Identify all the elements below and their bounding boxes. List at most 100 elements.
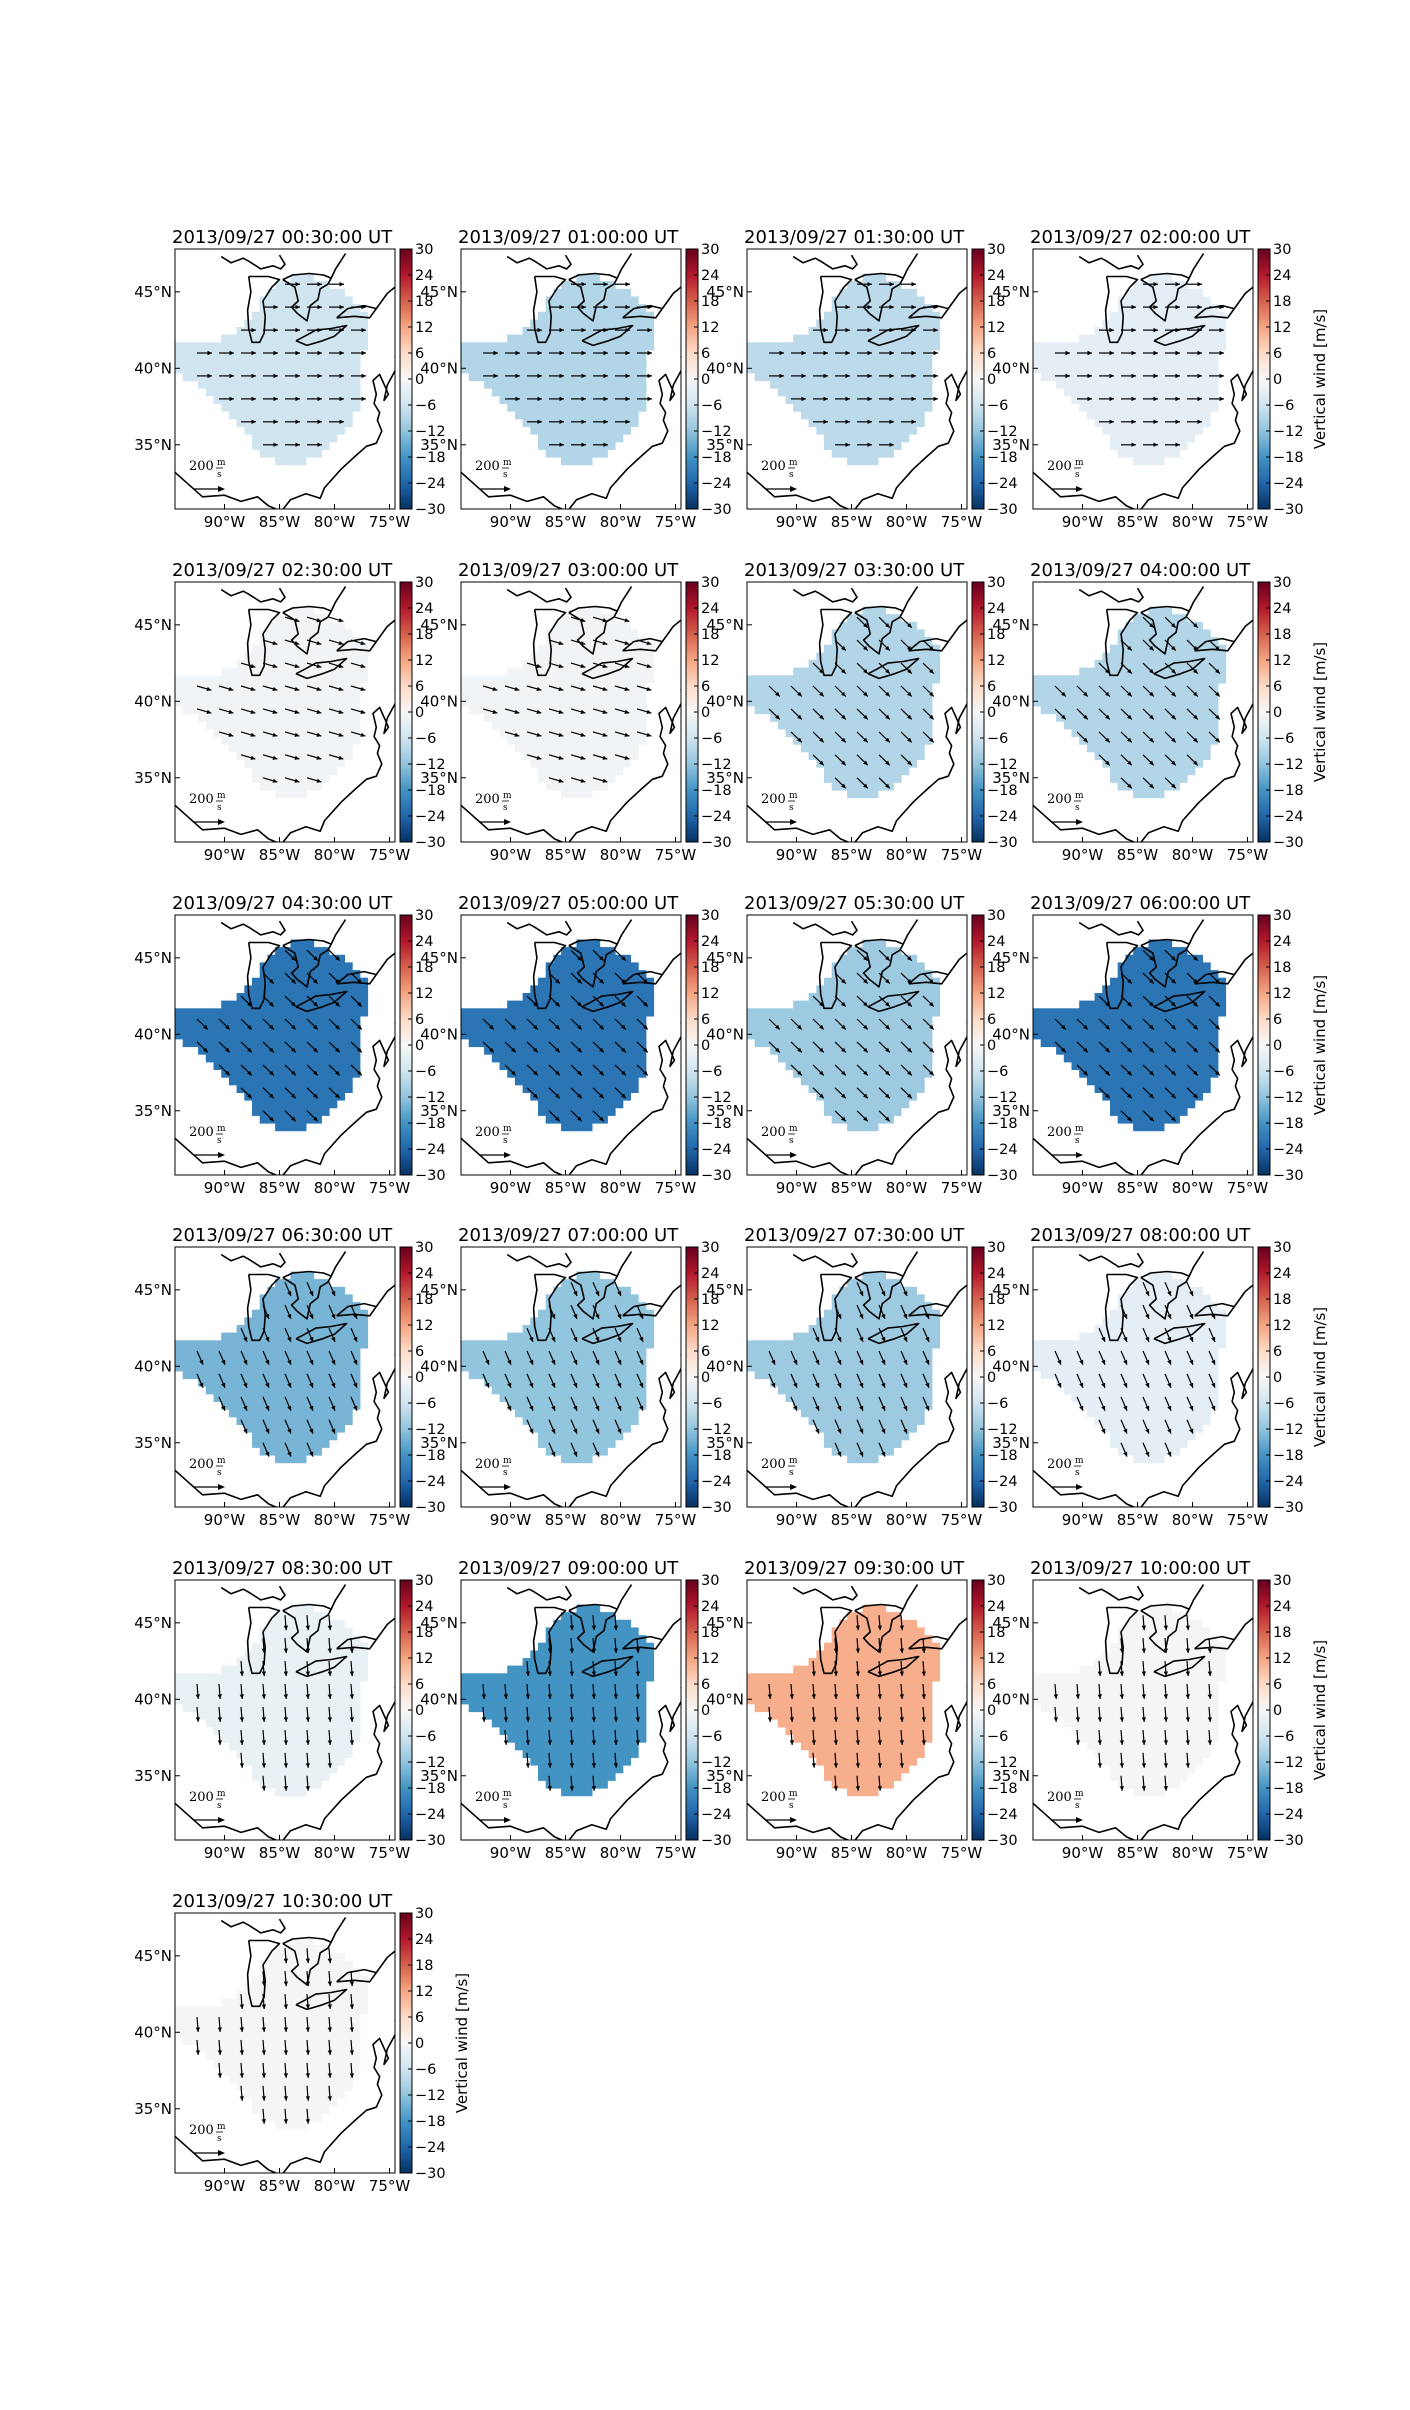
wind-cell: [847, 721, 856, 730]
wind-cell: [885, 411, 894, 420]
wind-arrow-head: [929, 737, 934, 743]
wind-cell: [275, 1054, 284, 1063]
wind-arrow-head: [515, 350, 520, 356]
wind-cell: [313, 334, 322, 343]
wind-cell: [321, 1015, 330, 1025]
wind-arrow-head: [273, 304, 278, 310]
wind-arrow-head: [1105, 691, 1110, 697]
wind-arrow-head: [907, 691, 912, 697]
wind-cell: [1187, 682, 1196, 692]
colorbar-tick-label: −6: [415, 731, 436, 747]
wind-cell: [1133, 334, 1142, 343]
wind-cell: [175, 342, 184, 351]
wind-cell: [1156, 288, 1165, 297]
wind-cell: [622, 1023, 631, 1032]
quiver-key-unit-den: s: [789, 803, 794, 813]
wind-cell: [638, 395, 647, 404]
wind-arrow-head: [1197, 304, 1202, 310]
wind-cell: [816, 388, 825, 397]
wind-cell: [831, 690, 840, 699]
wind-cell: [1163, 751, 1173, 760]
wind-cell: [507, 682, 516, 692]
wind-cell: [244, 380, 253, 389]
wind-cell: [1117, 698, 1126, 707]
wind-cell: [870, 296, 879, 305]
wind-cell: [607, 682, 616, 692]
wind-cell: [1033, 690, 1042, 699]
quiver-key-value: 200: [189, 792, 214, 807]
wind-cell: [762, 342, 771, 351]
wind-cell: [901, 357, 910, 366]
wind-cell: [1210, 705, 1219, 715]
wind-cell: [205, 1023, 215, 1032]
wind-cell: [259, 1100, 268, 1109]
quiver-key: 200 ms: [189, 1124, 226, 1158]
wind-cell: [877, 327, 887, 336]
wind-cell: [275, 418, 284, 427]
wind-cell: [754, 365, 763, 374]
wind-cell: [553, 1100, 562, 1109]
wind-cell: [244, 403, 253, 412]
wind-cell: [267, 357, 276, 366]
wind-cell: [1156, 319, 1165, 328]
colorbar-tick-label: 30: [415, 242, 433, 258]
wind-cell: [1217, 319, 1227, 328]
wind-cell: [870, 644, 879, 653]
wind-cell: [561, 395, 570, 404]
wind-cell: [236, 993, 245, 1002]
wind-cell: [901, 388, 910, 397]
wind-cell: [638, 985, 647, 994]
wind-cell: [336, 682, 345, 692]
wind-cell: [561, 319, 570, 328]
wind-cell: [1125, 357, 1134, 366]
wind-cell: [607, 660, 616, 669]
wind-cell: [252, 1107, 261, 1116]
wind-cell: [584, 954, 593, 963]
wind-cell: [831, 441, 840, 450]
quiver-key-unit-den: s: [217, 803, 222, 813]
wind-cell: [1148, 395, 1157, 404]
wind-cell: [1086, 357, 1096, 366]
wind-cell: [1079, 675, 1088, 684]
wind-arrow-head: [316, 686, 322, 691]
wind-cell: [205, 1015, 215, 1025]
wind-cell: [607, 1100, 616, 1109]
wind-cell: [576, 342, 585, 351]
wind-cell: [1110, 728, 1119, 737]
wind-cell: [839, 296, 848, 305]
wind-cell: [1179, 721, 1188, 730]
wind-cell: [190, 365, 199, 374]
wind-cell: [1202, 744, 1211, 753]
wind-cell: [491, 1054, 501, 1063]
wind-cell: [615, 418, 624, 427]
wind-cell: [305, 675, 315, 684]
wind-cell: [336, 1015, 345, 1025]
wind-cell: [824, 403, 833, 412]
wind-cell: [622, 411, 631, 420]
wind-cell: [538, 1023, 547, 1032]
wind-cell: [1179, 652, 1188, 661]
wind-cell: [1194, 728, 1203, 737]
wind-cell: [461, 675, 470, 684]
quiver-key-value: 200: [475, 459, 500, 474]
wind-cell: [630, 705, 639, 715]
wind-cell: [824, 736, 833, 745]
wind-cell: [1133, 790, 1142, 799]
wind-cell: [568, 342, 578, 351]
map-frame: [1032, 581, 1254, 843]
wind-cell: [1171, 782, 1180, 791]
wind-cell: [344, 728, 353, 737]
wind-cell: [461, 1023, 470, 1032]
colorbar-tick-label: 18: [701, 627, 719, 643]
wind-cell: [329, 296, 338, 305]
wind-cell: [584, 304, 593, 313]
wind-cell: [1179, 426, 1188, 435]
wind-cell: [638, 349, 647, 359]
wind-cell: [916, 629, 925, 638]
wind-cell: [877, 357, 887, 366]
wind-cell: [839, 380, 848, 389]
wind-cell: [568, 426, 578, 435]
wind-cell: [538, 977, 547, 986]
wind-cell: [313, 721, 322, 730]
